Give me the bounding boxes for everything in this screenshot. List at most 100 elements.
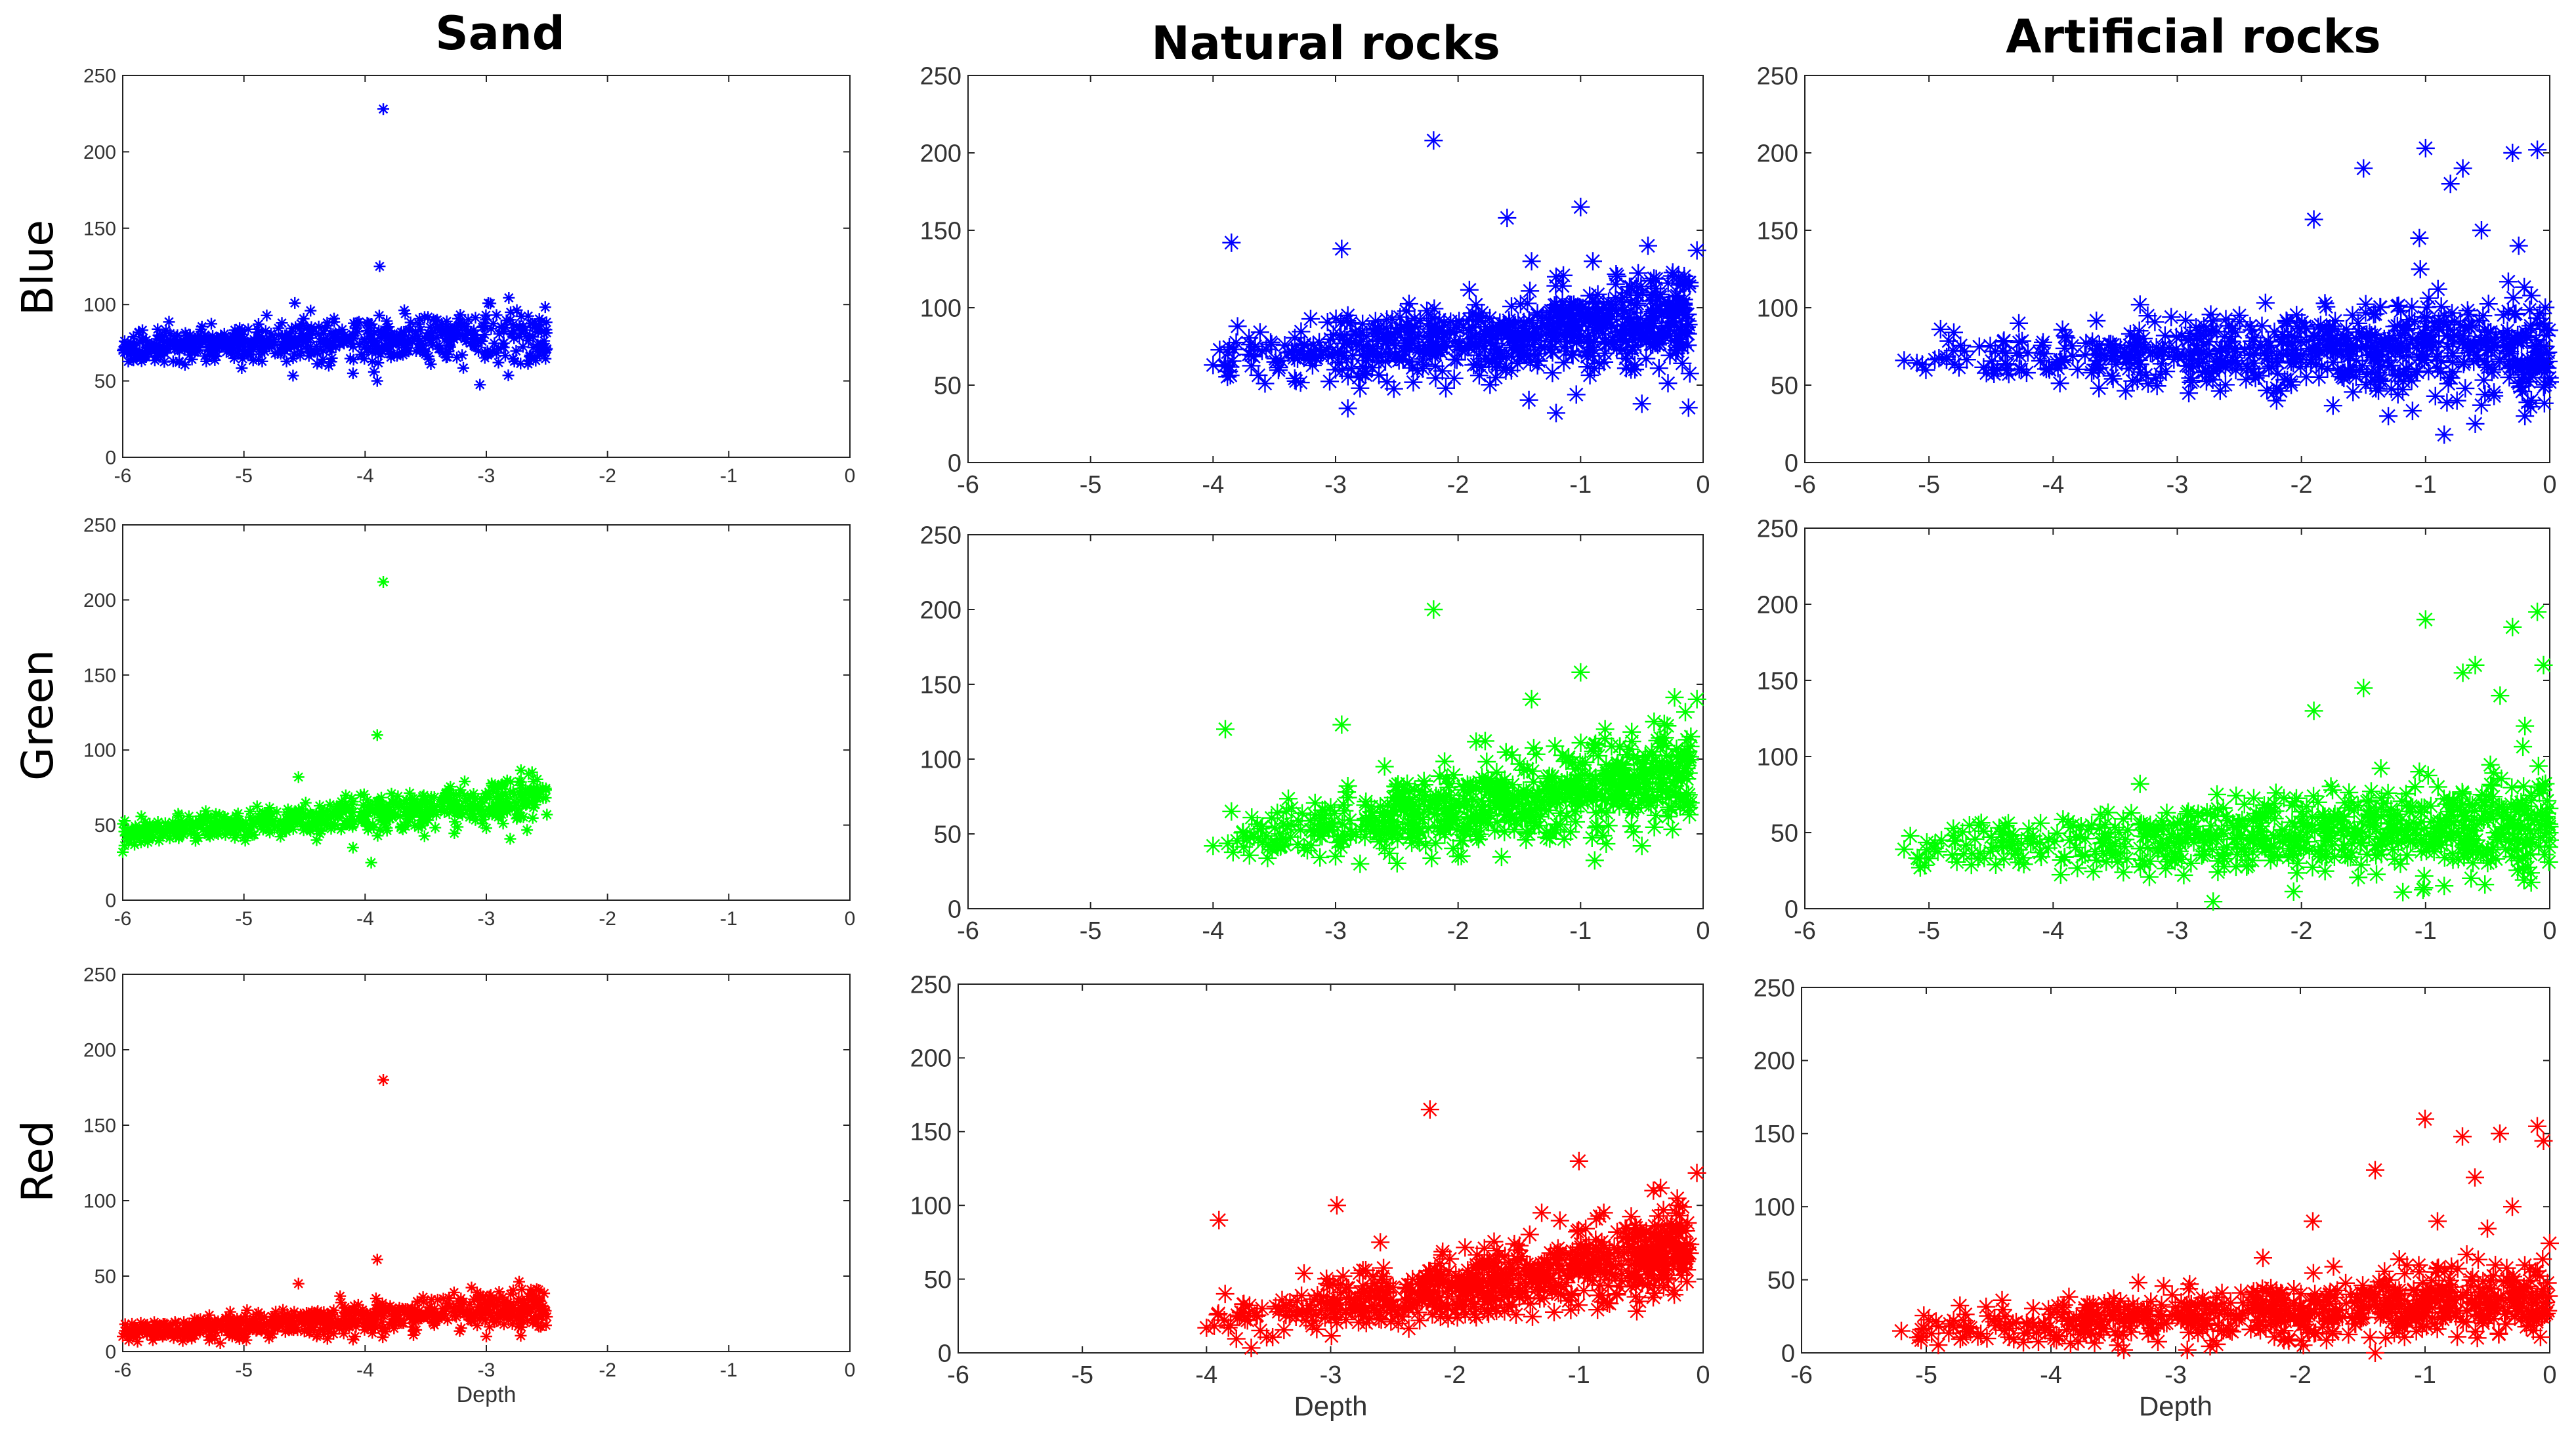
data-point <box>1403 833 1422 852</box>
data-point <box>408 807 420 819</box>
data-point <box>2515 804 2534 823</box>
data-point <box>1332 239 1351 259</box>
data-point <box>2287 789 2306 808</box>
data-point <box>2434 313 2453 332</box>
data-point <box>203 1309 215 1321</box>
data-point <box>361 316 373 329</box>
data-point <box>1908 848 1927 867</box>
data-point <box>354 789 367 801</box>
data-point <box>2266 783 2285 802</box>
data-point <box>225 346 238 359</box>
data-point <box>385 809 397 821</box>
x-tick-label: -6 <box>957 471 979 499</box>
data-point <box>328 333 341 345</box>
data-point <box>278 1311 291 1323</box>
data-point <box>2362 335 2381 354</box>
data-point <box>1326 360 1345 379</box>
data-point <box>305 808 318 821</box>
data-point <box>203 825 216 837</box>
data-point <box>344 352 356 365</box>
data-point <box>2511 815 2530 834</box>
y-tick-label: 100 <box>83 1191 116 1212</box>
data-point <box>2476 385 2495 404</box>
data-point <box>2189 354 2208 373</box>
data-point <box>1597 310 1616 329</box>
data-point <box>159 329 171 342</box>
data-point <box>135 352 147 364</box>
data-point <box>1994 332 2013 351</box>
data-point <box>2281 372 2300 391</box>
data-point <box>316 353 329 365</box>
data-point <box>2346 351 2365 370</box>
data-point <box>1610 797 1629 816</box>
data-point <box>442 1314 454 1326</box>
data-point <box>2012 835 2031 854</box>
data-point <box>2308 842 2327 861</box>
data-point <box>2494 306 2513 325</box>
data-point <box>1466 779 1485 798</box>
data-point <box>316 357 328 369</box>
data-point <box>488 1316 501 1329</box>
data-point <box>371 796 384 808</box>
data-point <box>2502 847 2521 866</box>
data-point <box>1488 342 1507 361</box>
data-point <box>2119 821 2138 840</box>
data-point <box>131 1335 144 1348</box>
data-point <box>318 1311 330 1323</box>
data-point <box>1216 720 1235 739</box>
data-point <box>1312 810 1331 829</box>
data-point <box>475 793 488 806</box>
data-point <box>454 1325 466 1337</box>
data-point <box>388 1322 400 1334</box>
data-point <box>1223 842 1242 861</box>
data-point <box>152 323 164 335</box>
data-point <box>1479 813 1498 832</box>
data-point <box>1366 312 1385 331</box>
data-point <box>371 1298 383 1311</box>
data-point <box>2073 847 2092 866</box>
data-point <box>386 796 398 808</box>
data-point <box>2152 354 2171 373</box>
data-point <box>1622 732 1641 751</box>
data-point <box>2462 869 2481 888</box>
data-point <box>1433 321 1451 340</box>
data-point <box>2435 877 2454 896</box>
data-point <box>492 1300 504 1312</box>
data-point <box>2515 365 2534 384</box>
data-point <box>2338 339 2357 358</box>
x-tick-label: -5 <box>1918 471 1940 499</box>
data-point <box>1515 323 1534 342</box>
data-point <box>2232 826 2251 844</box>
data-point <box>305 346 317 359</box>
data-point <box>508 796 520 808</box>
data-point <box>484 297 497 310</box>
data-point <box>1645 817 1664 837</box>
data-point <box>341 801 353 814</box>
data-point <box>1679 315 1698 334</box>
x-tick-label: -6 <box>1794 471 1816 499</box>
data-point <box>135 810 148 823</box>
data-point <box>1524 812 1543 831</box>
data-point <box>285 322 298 335</box>
data-point <box>1368 325 1387 344</box>
data-point <box>1586 770 1605 789</box>
data-point <box>2495 819 2514 838</box>
data-point <box>370 1293 382 1305</box>
data-point <box>1508 339 1527 358</box>
data-point <box>364 798 377 811</box>
data-point <box>1641 272 1660 291</box>
data-point <box>372 357 385 369</box>
data-point <box>448 827 461 840</box>
data-point <box>1244 347 1263 366</box>
data-point <box>347 841 359 854</box>
data-point <box>505 306 517 318</box>
data-point <box>2291 358 2310 377</box>
data-point <box>2323 396 2342 415</box>
data-point <box>2138 374 2157 393</box>
x-tick-label: -1 <box>2415 917 2437 945</box>
data-point <box>2455 838 2474 857</box>
data-point <box>1338 399 1357 418</box>
data-point <box>119 1325 131 1337</box>
data-point <box>233 1333 245 1345</box>
